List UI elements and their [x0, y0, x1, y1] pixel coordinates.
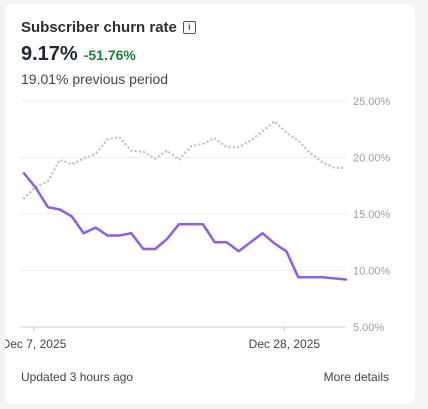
y-tick-label: 15.00%: [353, 209, 391, 221]
churn-line-chart: 25.00% 20.00% 15.00% 10.00% 5.00% Dec 7, 2025…: [5, 96, 391, 351]
y-tick-label: 25.00%: [353, 96, 391, 108]
churn-card: Subscriber churn rate i 9.17% -51.76% 19…: [5, 4, 415, 404]
previous-period-line: [22, 120, 348, 200]
y-tick-label: 5.00%: [353, 322, 384, 334]
metric-value: 9.17%: [21, 43, 78, 65]
card-title: Subscriber churn rate: [21, 19, 177, 36]
previous-period: 19.01% previous period: [21, 71, 169, 87]
y-tick-label: 10.00%: [353, 266, 391, 278]
metric-change: -51.76%: [83, 47, 136, 63]
metric-row: 9.17% -51.76%: [21, 43, 136, 66]
updated-text: Updated 3 hours ago: [21, 370, 134, 384]
info-icon[interactable]: i: [182, 21, 196, 34]
x-tick-label: Dec 7, 2025: [5, 337, 67, 351]
current-period-line: [22, 172, 348, 281]
x-tick-label: Dec 28, 2025: [249, 337, 321, 351]
y-tick-label: 20.00%: [353, 153, 391, 165]
more-details-link[interactable]: More details: [323, 370, 389, 384]
title-row: Subscriber churn rate i: [21, 19, 196, 36]
